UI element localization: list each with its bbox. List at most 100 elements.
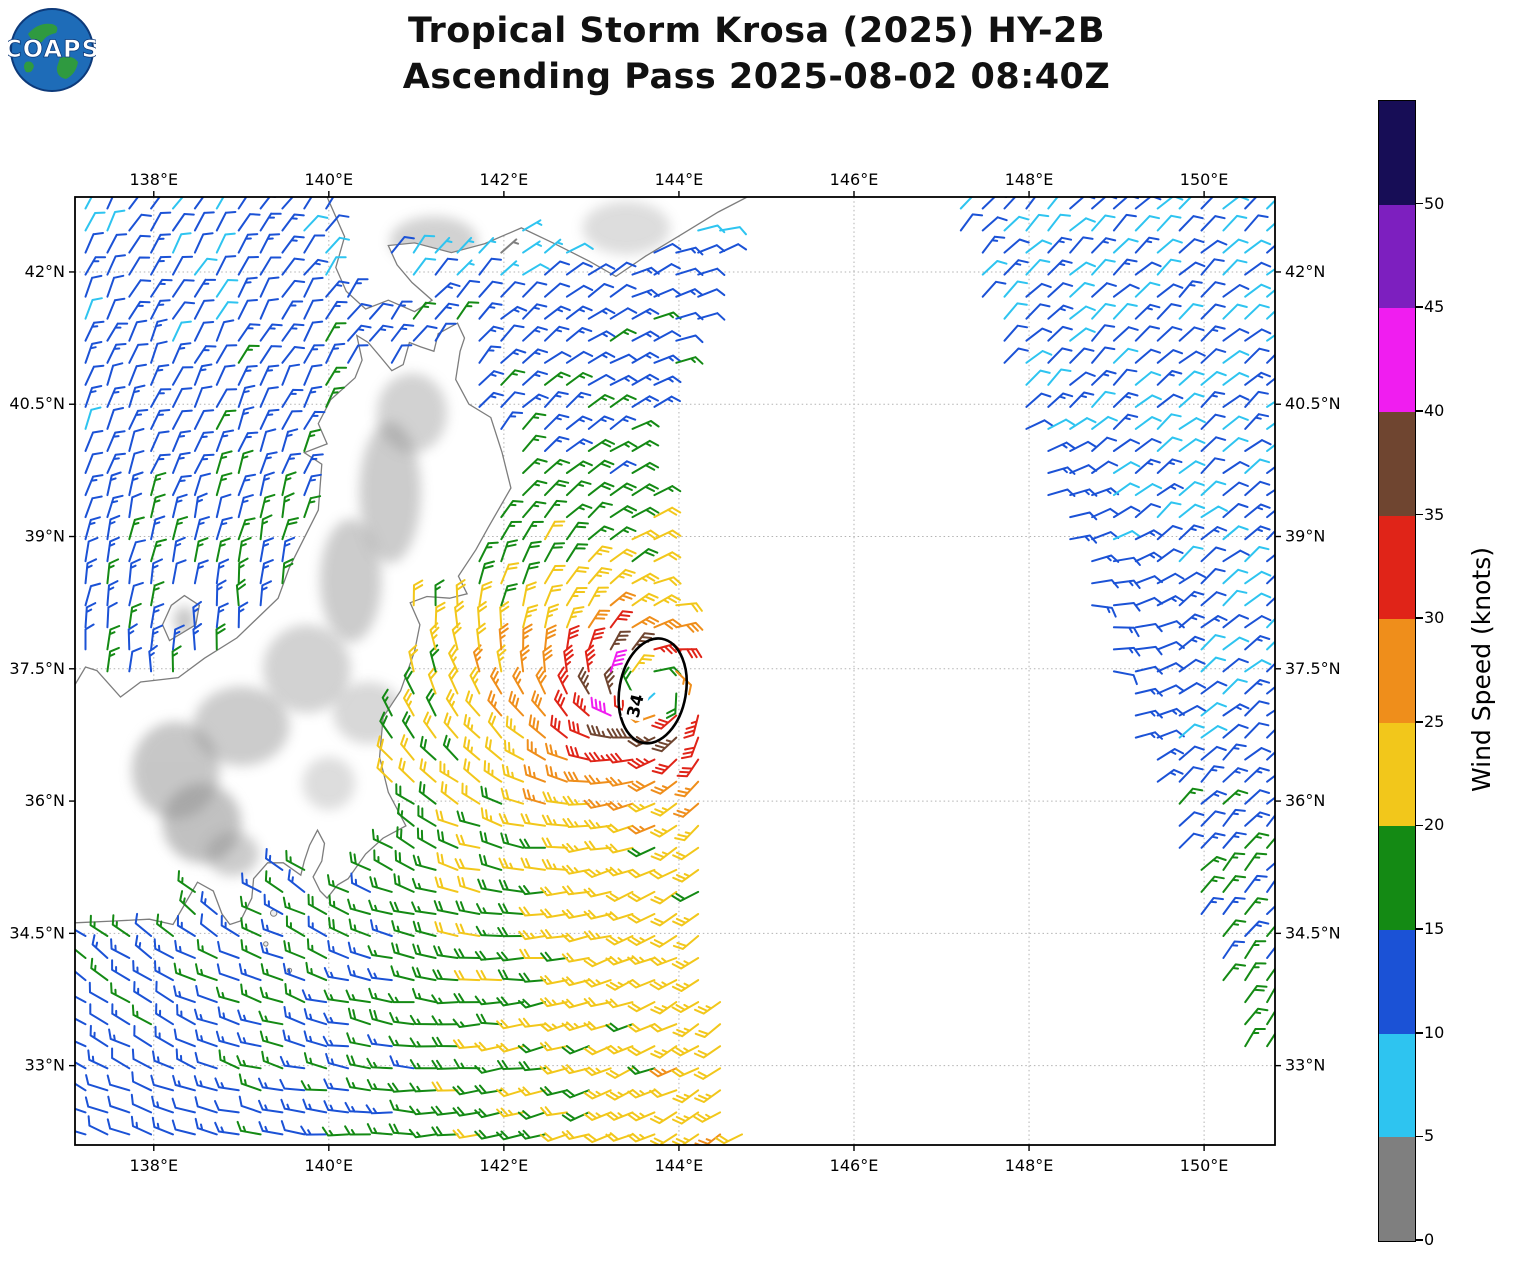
wind-barb xyxy=(237,406,255,430)
wind-barb xyxy=(500,348,527,364)
wind-barb xyxy=(1178,438,1206,452)
wind-barb xyxy=(693,1111,722,1123)
title-line2: Ascending Pass 2025-08-02 08:40Z xyxy=(402,57,1111,97)
wind-barb xyxy=(281,197,294,210)
wind-barb xyxy=(1266,309,1275,320)
wind-barb xyxy=(150,515,166,541)
wind-barb xyxy=(563,771,590,783)
wind-barb xyxy=(1266,728,1275,739)
wind-barb xyxy=(565,415,593,430)
wind-barb xyxy=(303,344,325,364)
wind-barb xyxy=(522,326,548,342)
wind-barb xyxy=(106,452,126,474)
globe-land-shape xyxy=(56,56,78,79)
wind-barb xyxy=(106,297,126,320)
wind-barb xyxy=(1244,1007,1269,1026)
wind-barb xyxy=(236,1120,262,1136)
wind-barb xyxy=(131,1071,153,1092)
terrain-blob xyxy=(390,216,478,266)
colorbar-tick-mark xyxy=(1416,202,1423,205)
wind-barb xyxy=(499,601,510,629)
wind-barb xyxy=(369,876,393,893)
wind-barb xyxy=(150,211,172,232)
wind-barb xyxy=(325,197,335,210)
wind-barb xyxy=(1200,546,1227,563)
wind-barb xyxy=(440,781,459,805)
wind-barb xyxy=(193,516,210,541)
wind-barb xyxy=(1069,440,1098,452)
wind-barb xyxy=(1200,303,1226,320)
wind-barb xyxy=(981,197,1008,210)
wind-barb xyxy=(498,879,525,893)
wind-barb xyxy=(323,1012,350,1026)
wind-barb xyxy=(1003,238,1030,254)
wind-barb xyxy=(215,579,227,607)
wind-barb xyxy=(650,824,678,838)
wind-barb xyxy=(412,579,424,607)
colorbar-tick-mark xyxy=(1416,824,1423,827)
wind-barb xyxy=(1200,413,1226,430)
wind-barb xyxy=(565,543,589,563)
wind-barb xyxy=(1244,458,1271,474)
wind-barb xyxy=(434,257,459,276)
colorbar-segment xyxy=(1379,515,1415,620)
wind-barb xyxy=(281,235,305,254)
wind-barb xyxy=(1200,680,1228,695)
wind-barb xyxy=(1244,940,1267,959)
wind-barb xyxy=(193,537,209,563)
wind-barb xyxy=(1244,811,1271,827)
wind-barb xyxy=(390,236,415,254)
plot-frame xyxy=(74,196,1276,1146)
wind-barb xyxy=(631,330,660,342)
wind-barb xyxy=(1178,280,1203,298)
wind-barb xyxy=(215,516,233,541)
wind-barb xyxy=(544,584,563,607)
wind-barb xyxy=(1091,369,1117,386)
wind-barb xyxy=(237,536,252,563)
wind-barb xyxy=(134,934,153,959)
wind-barb xyxy=(565,460,593,474)
colorbar-label: Wind Speed (knots) xyxy=(1466,547,1496,793)
wind-barb xyxy=(321,1126,350,1137)
wind-barb xyxy=(128,581,144,607)
wind-barb xyxy=(237,449,254,474)
wind-barb xyxy=(572,692,590,717)
wind-barb xyxy=(1200,790,1227,805)
wind-barb xyxy=(1003,215,1030,232)
wind-barb xyxy=(545,764,568,783)
wind-barb xyxy=(627,1088,656,1099)
wind-barb xyxy=(349,851,371,871)
wind-barb xyxy=(111,1047,131,1070)
wind-barb xyxy=(500,787,525,805)
wind-barb xyxy=(106,209,126,232)
wind-barb xyxy=(379,711,393,739)
wind-barb xyxy=(1266,905,1275,915)
wind-barb xyxy=(434,579,445,607)
wind-barb xyxy=(263,893,284,915)
wind-barb xyxy=(128,213,152,232)
wind-barb xyxy=(1244,328,1272,342)
wind-barb xyxy=(672,868,700,883)
wind-barb xyxy=(540,886,568,897)
lon-tick-label-top: 148°E xyxy=(1005,170,1054,189)
wind-barb xyxy=(259,537,274,563)
wind-barb xyxy=(156,913,174,937)
wind-barb xyxy=(1222,503,1249,519)
wind-barb xyxy=(302,1098,328,1114)
wind-barb xyxy=(587,307,616,320)
terrain-blob xyxy=(131,721,220,819)
wind-barb xyxy=(651,736,678,753)
wind-barb xyxy=(1178,481,1205,497)
wind-barb xyxy=(192,600,202,629)
wind-barb xyxy=(500,583,518,607)
wind-barb xyxy=(84,582,102,607)
wind-barb xyxy=(84,474,104,497)
terrain-blob xyxy=(173,606,195,635)
wind-barb xyxy=(1222,197,1250,210)
wind-barb xyxy=(106,558,120,585)
wind-barb xyxy=(454,600,465,629)
wind-barb xyxy=(350,872,371,893)
wind-barb xyxy=(412,854,437,871)
wind-barb xyxy=(150,538,167,563)
wind-barb xyxy=(106,197,114,210)
